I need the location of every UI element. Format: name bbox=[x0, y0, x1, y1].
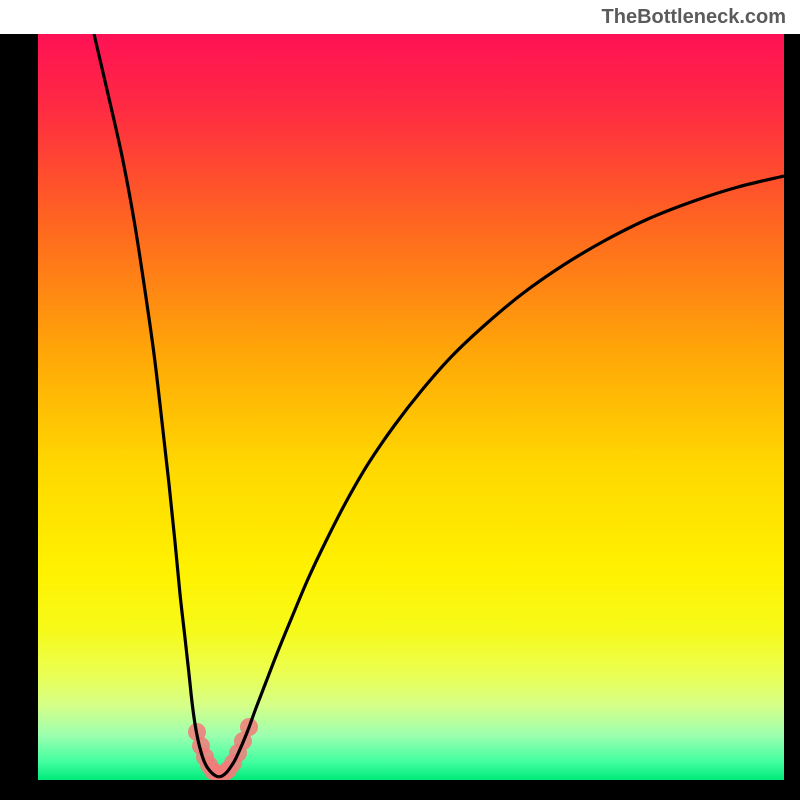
plot-area bbox=[38, 34, 784, 780]
curve-layer bbox=[38, 34, 784, 780]
watermark-text: TheBottleneck.com bbox=[602, 6, 786, 29]
curve-left-arm bbox=[94, 34, 219, 777]
curve-right-arm bbox=[219, 176, 784, 777]
